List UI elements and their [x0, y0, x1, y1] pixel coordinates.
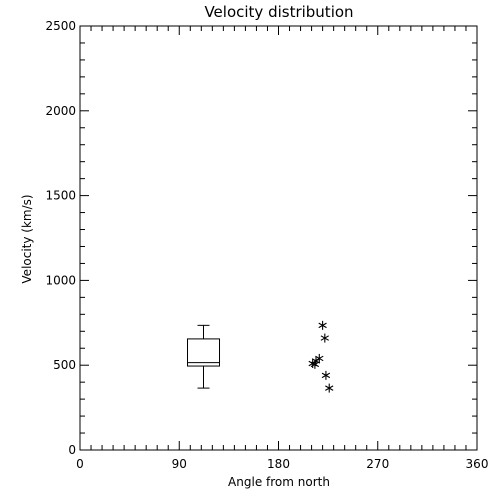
data-point [320, 333, 329, 343]
y-tick-label: 500 [53, 358, 76, 372]
chart-title: Velocity distribution [204, 3, 353, 21]
boxplot [187, 324, 221, 389]
data-point [310, 359, 320, 369]
data-points [308, 320, 334, 393]
x-tick-label: 90 [172, 457, 187, 471]
data-point [325, 383, 334, 393]
x-tick-label: 180 [267, 457, 290, 471]
y-tick-label: 0 [68, 443, 76, 457]
x-tick-label: 270 [366, 457, 389, 471]
plot-frame [79, 25, 478, 451]
y-tick-label: 1500 [45, 189, 76, 203]
y-axis-label: Velocity (km/s) [20, 194, 34, 283]
data-point [318, 320, 327, 330]
y-tick-label: 2000 [45, 104, 76, 118]
x-axis-label: Angle from north [228, 475, 330, 489]
x-tick-label: 0 [76, 457, 84, 471]
box-iqr [187, 338, 221, 367]
data-point [321, 370, 331, 380]
y-tick-label: 2500 [45, 19, 76, 33]
x-tick-label: 360 [466, 457, 489, 471]
axis-ticks: 0 90 180 270 360 0 500 1000 1500 2000 2500 [45, 19, 488, 471]
y-tick-label: 1000 [45, 273, 76, 287]
